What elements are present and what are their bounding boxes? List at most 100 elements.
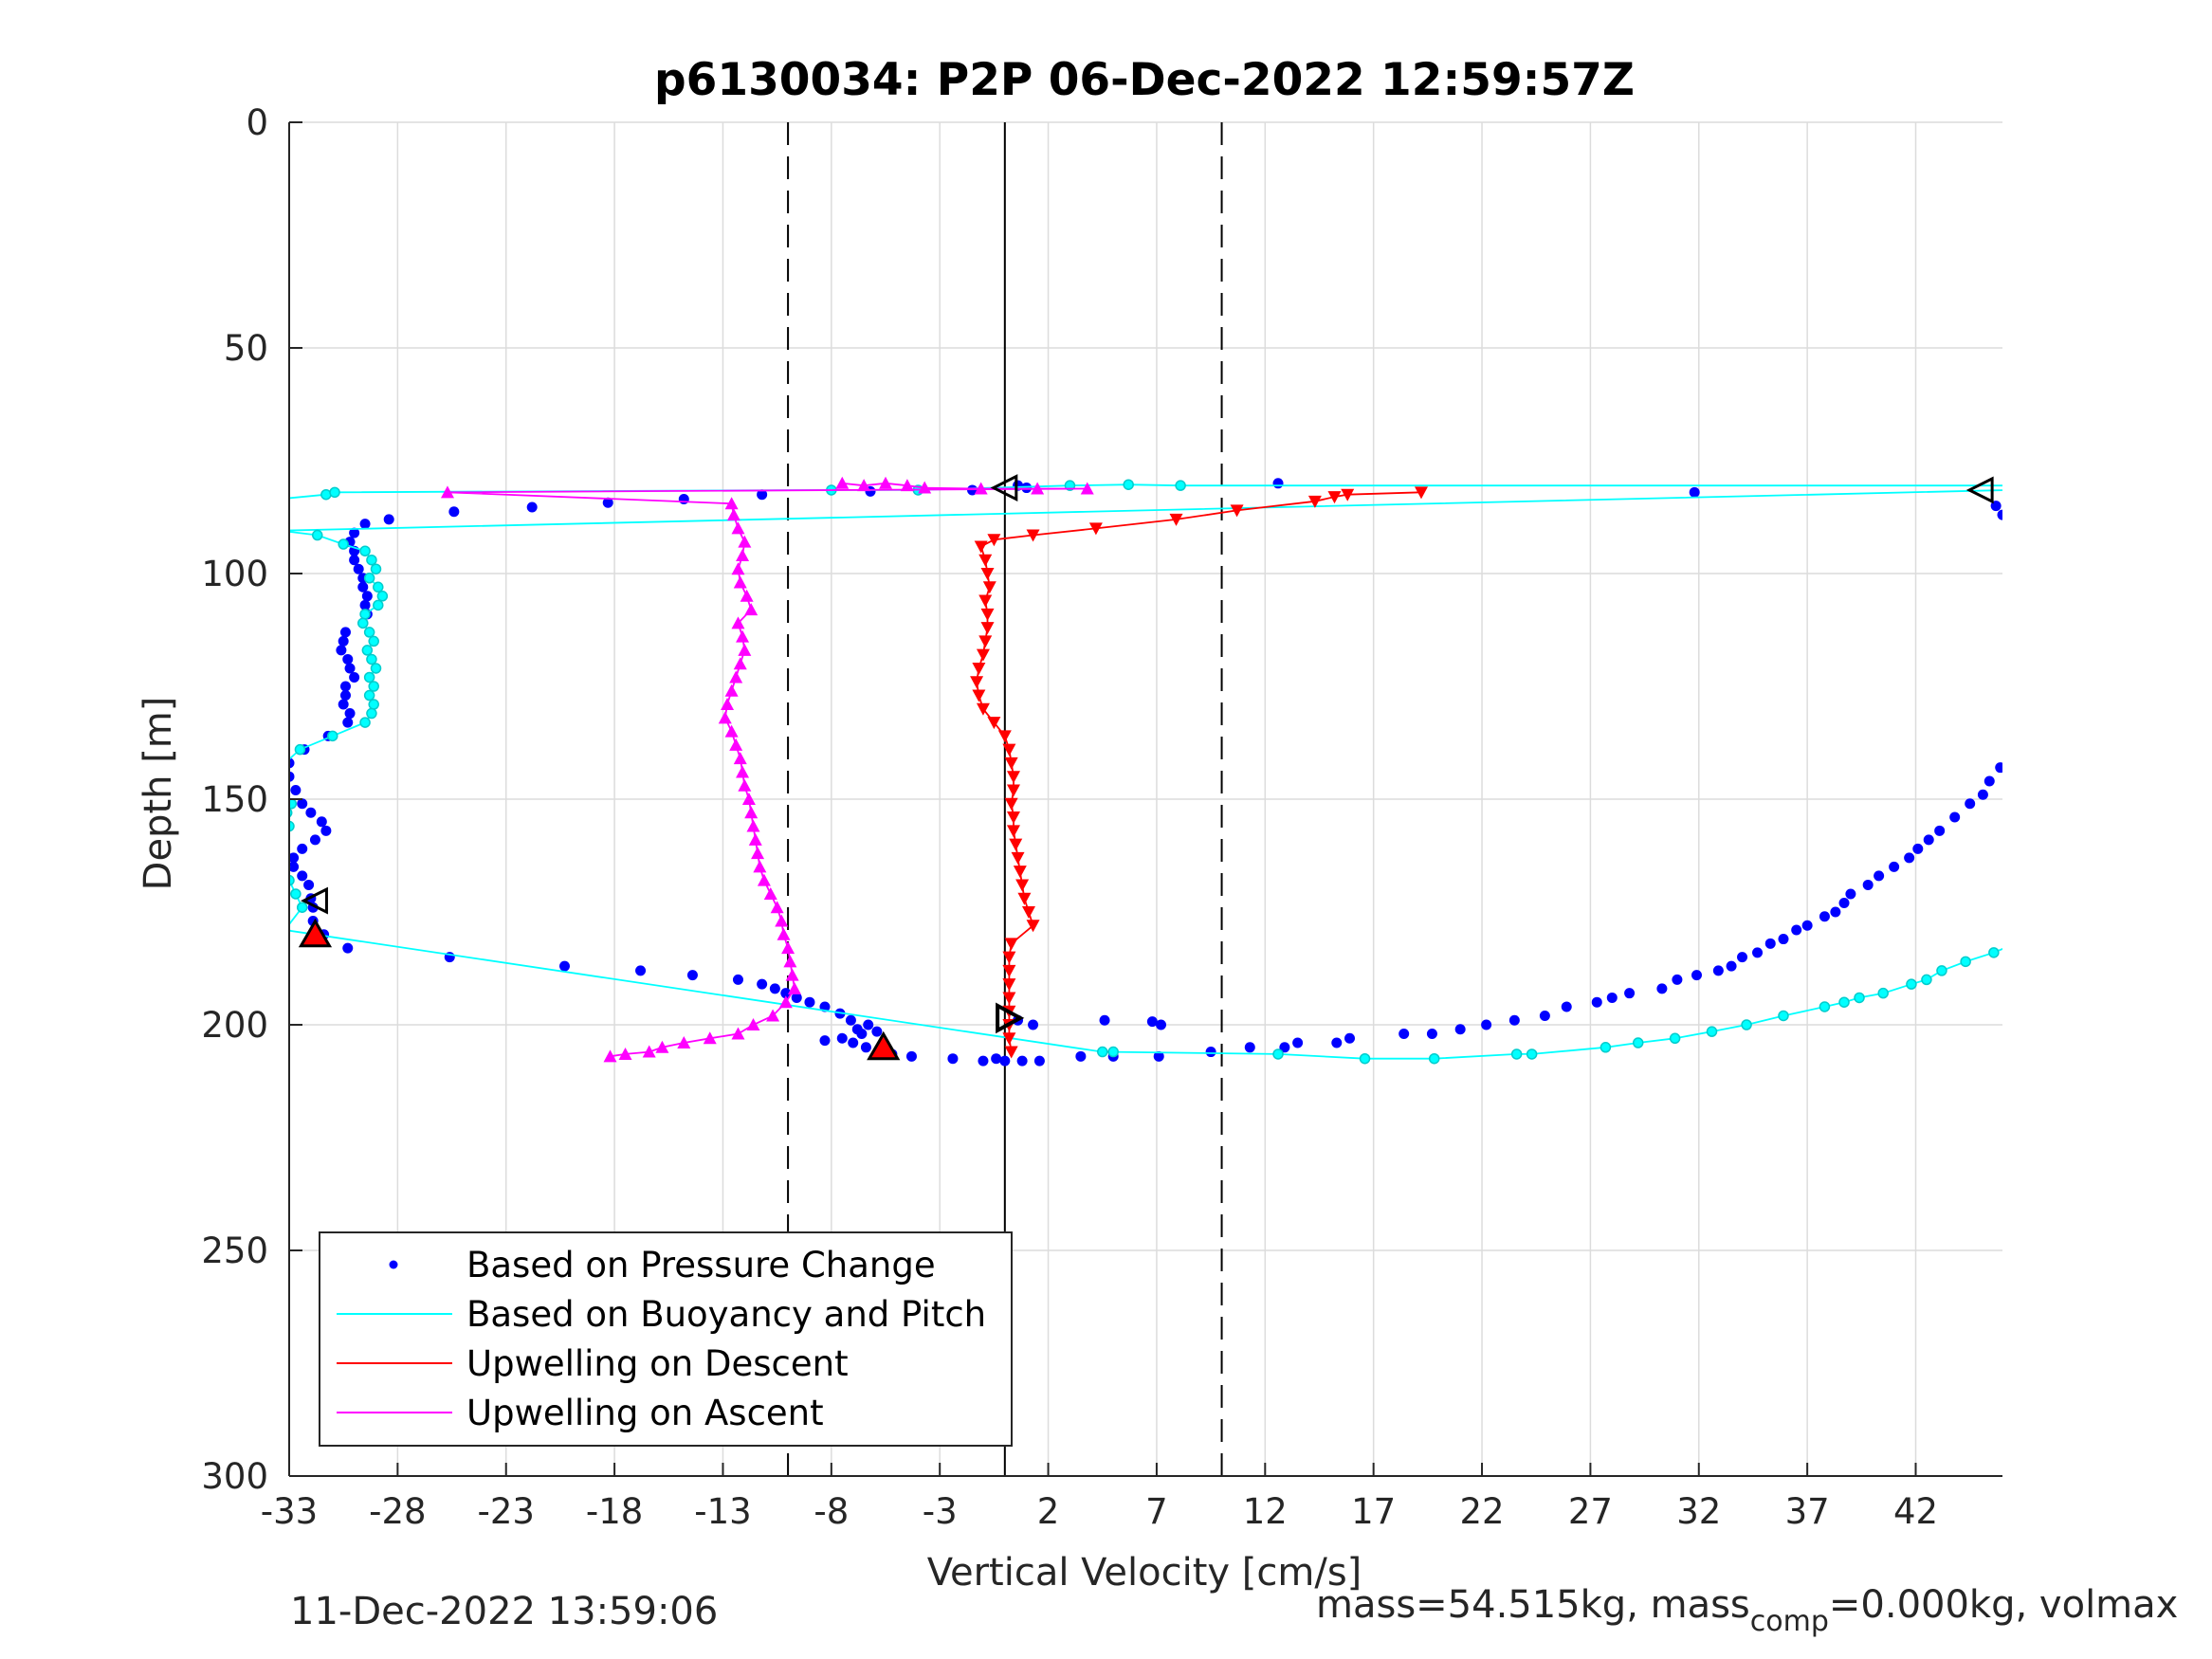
data-point [1632, 1037, 1644, 1048]
data-point [1341, 488, 1355, 501]
data-point [770, 901, 784, 914]
data-point [278, 848, 287, 858]
data-point [1862, 879, 1874, 890]
data-point [363, 671, 375, 684]
data-point [303, 879, 315, 890]
data-point [353, 563, 364, 574]
data-point [783, 955, 797, 968]
data-point [1778, 1010, 1789, 1022]
data-point [1169, 513, 1183, 526]
data-point [1272, 478, 1284, 489]
data-point [1002, 978, 1016, 992]
data-point [309, 834, 320, 846]
data-point [1539, 1010, 1550, 1021]
data-point [363, 573, 375, 584]
data-point [744, 603, 759, 616]
data-point [732, 974, 743, 985]
data-point [1205, 1047, 1216, 1058]
data-point [326, 730, 338, 742]
x-tick-label: -3 [923, 1491, 958, 1532]
data-point [1965, 798, 1976, 810]
data-point [686, 970, 698, 981]
data-point [1689, 486, 1700, 498]
data-point [1097, 1046, 1108, 1058]
data-point [1033, 1055, 1045, 1066]
data-point [2013, 739, 2023, 750]
marker-triangle-left [301, 886, 328, 915]
data-point [366, 554, 377, 566]
data-point [558, 960, 570, 972]
legend-upwelling-on-ascent-label: Upwelling on Ascent [466, 1393, 824, 1433]
data-point [2139, 894, 2148, 903]
x-tick-label: 37 [1785, 1491, 1830, 1532]
data-point [1006, 771, 1020, 784]
data-point [339, 690, 351, 702]
data-point [1737, 952, 1748, 963]
x-tick-label: 22 [1459, 1491, 1504, 1532]
data-point [1669, 1032, 1681, 1045]
data-point [1428, 1052, 1440, 1065]
data-point [1983, 775, 1995, 787]
data-point [1606, 992, 1618, 1003]
data-point [785, 968, 799, 981]
data-point [1854, 992, 1865, 1004]
data-point [900, 479, 914, 492]
data-point [740, 589, 754, 602]
data-point [1107, 1046, 1119, 1058]
data-point [349, 671, 360, 683]
data-point [383, 514, 394, 525]
data-point [1016, 1055, 1028, 1066]
data-point [1791, 924, 1802, 936]
data-point [289, 808, 293, 818]
data-point [1153, 1050, 1164, 1062]
data-point [1845, 888, 1856, 900]
data-point [1006, 825, 1020, 838]
data-point [311, 529, 323, 541]
data-point [744, 806, 759, 819]
data-point [1015, 879, 1030, 892]
data-point [274, 494, 283, 503]
data-point [1146, 1016, 1158, 1028]
series-upwelling-on-descent [970, 486, 1428, 1059]
x-tick-label: 2 [1037, 1491, 1060, 1532]
data-point [1013, 866, 1027, 879]
data-point [366, 707, 377, 720]
data-point [361, 645, 374, 656]
data-point [289, 852, 300, 864]
data-point [448, 506, 460, 518]
data-point [738, 778, 752, 792]
data-point [368, 681, 379, 692]
data-point [1021, 483, 1033, 494]
data-point [1002, 951, 1016, 964]
data-point [780, 988, 792, 999]
y-tick-label: 200 [201, 1005, 268, 1046]
data-point [1230, 504, 1244, 518]
x-tick-label: -8 [814, 1491, 849, 1532]
data-point [1279, 1042, 1290, 1053]
data-point [918, 481, 932, 494]
data-point [1764, 938, 1776, 949]
series-upwelling-on-ascent [440, 476, 1094, 1063]
data-point [1414, 486, 1428, 500]
data-point [724, 724, 739, 738]
data-point [731, 1027, 745, 1040]
data-point [982, 581, 996, 594]
data-point [1672, 974, 1683, 985]
axes: -33 -28 -23 -18 -13 -8 -3 2 7 12 17 22 27 32 37 4205010… [201, 102, 2002, 1532]
data-point [1889, 861, 1900, 872]
marker-triangle-up [867, 1030, 901, 1061]
data-point [338, 635, 349, 647]
data-point [748, 832, 762, 846]
data-point [757, 489, 768, 501]
series-based-on-pressure-change [289, 478, 2042, 1066]
data-point [359, 717, 371, 728]
data-point [2032, 564, 2042, 574]
data-point [1004, 797, 1018, 811]
data-point [289, 757, 295, 769]
data-point [2082, 912, 2092, 921]
data-point [296, 902, 308, 913]
data-point [1819, 911, 1830, 922]
data-point [290, 784, 302, 795]
data-point [1002, 1032, 1016, 1046]
